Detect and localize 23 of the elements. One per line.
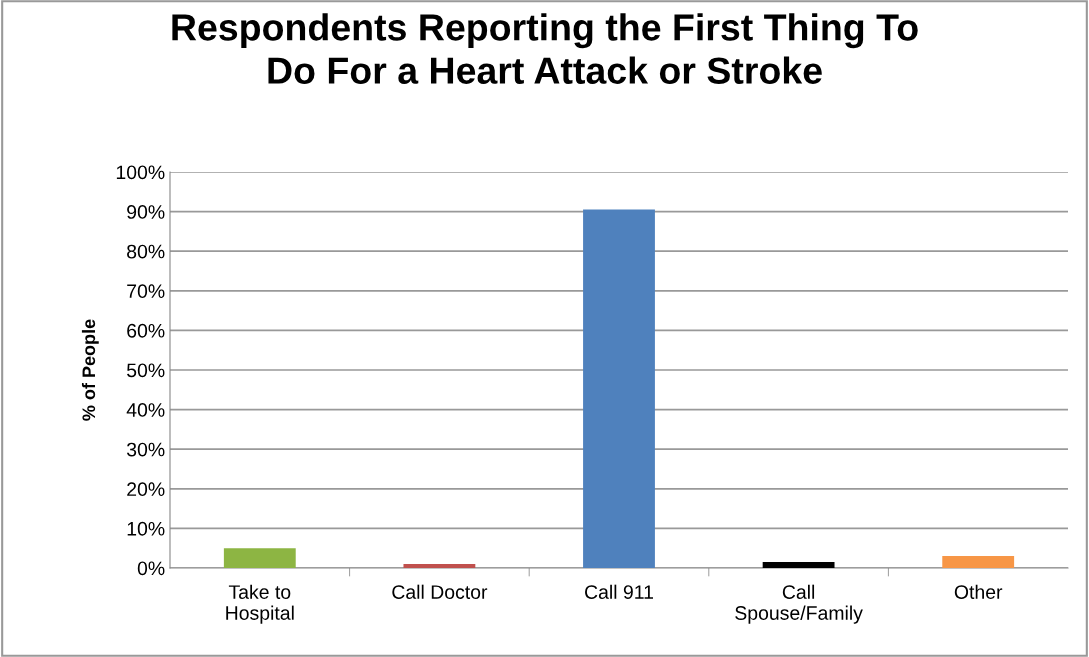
bar (223, 548, 296, 568)
y-tick-label: 40% (126, 403, 165, 417)
x-tick-label: Other (954, 584, 1003, 599)
y-tick-label: 100% (116, 165, 165, 180)
bar (583, 209, 655, 568)
y-tick-label: 70% (127, 284, 165, 299)
x-tick-label: Take to Hospital (226, 584, 294, 624)
bar (942, 556, 1015, 568)
x-tick-label: Call 911 (585, 584, 654, 599)
y-tick-label: 0% (137, 561, 165, 576)
x-tick-label: Call Spouse/Family (735, 584, 863, 624)
y-tick-label: 20% (127, 482, 165, 497)
y-axis-title: % of People (81, 319, 99, 421)
bar (762, 562, 835, 568)
y-tick-label: 50% (127, 363, 165, 378)
bar (403, 564, 476, 568)
y-tick-label: 80% (127, 244, 165, 259)
y-tick-label: 60% (127, 323, 165, 338)
y-tick-label: 10% (127, 521, 165, 536)
chart-title: Respondents Reporting the First Thing To Do For a Heart Attack or Stroke (172, 13, 918, 84)
y-tick-label: 30% (126, 442, 165, 457)
x-tick-label: Call Doctor (392, 584, 488, 599)
y-tick-label: 90% (127, 205, 165, 219)
